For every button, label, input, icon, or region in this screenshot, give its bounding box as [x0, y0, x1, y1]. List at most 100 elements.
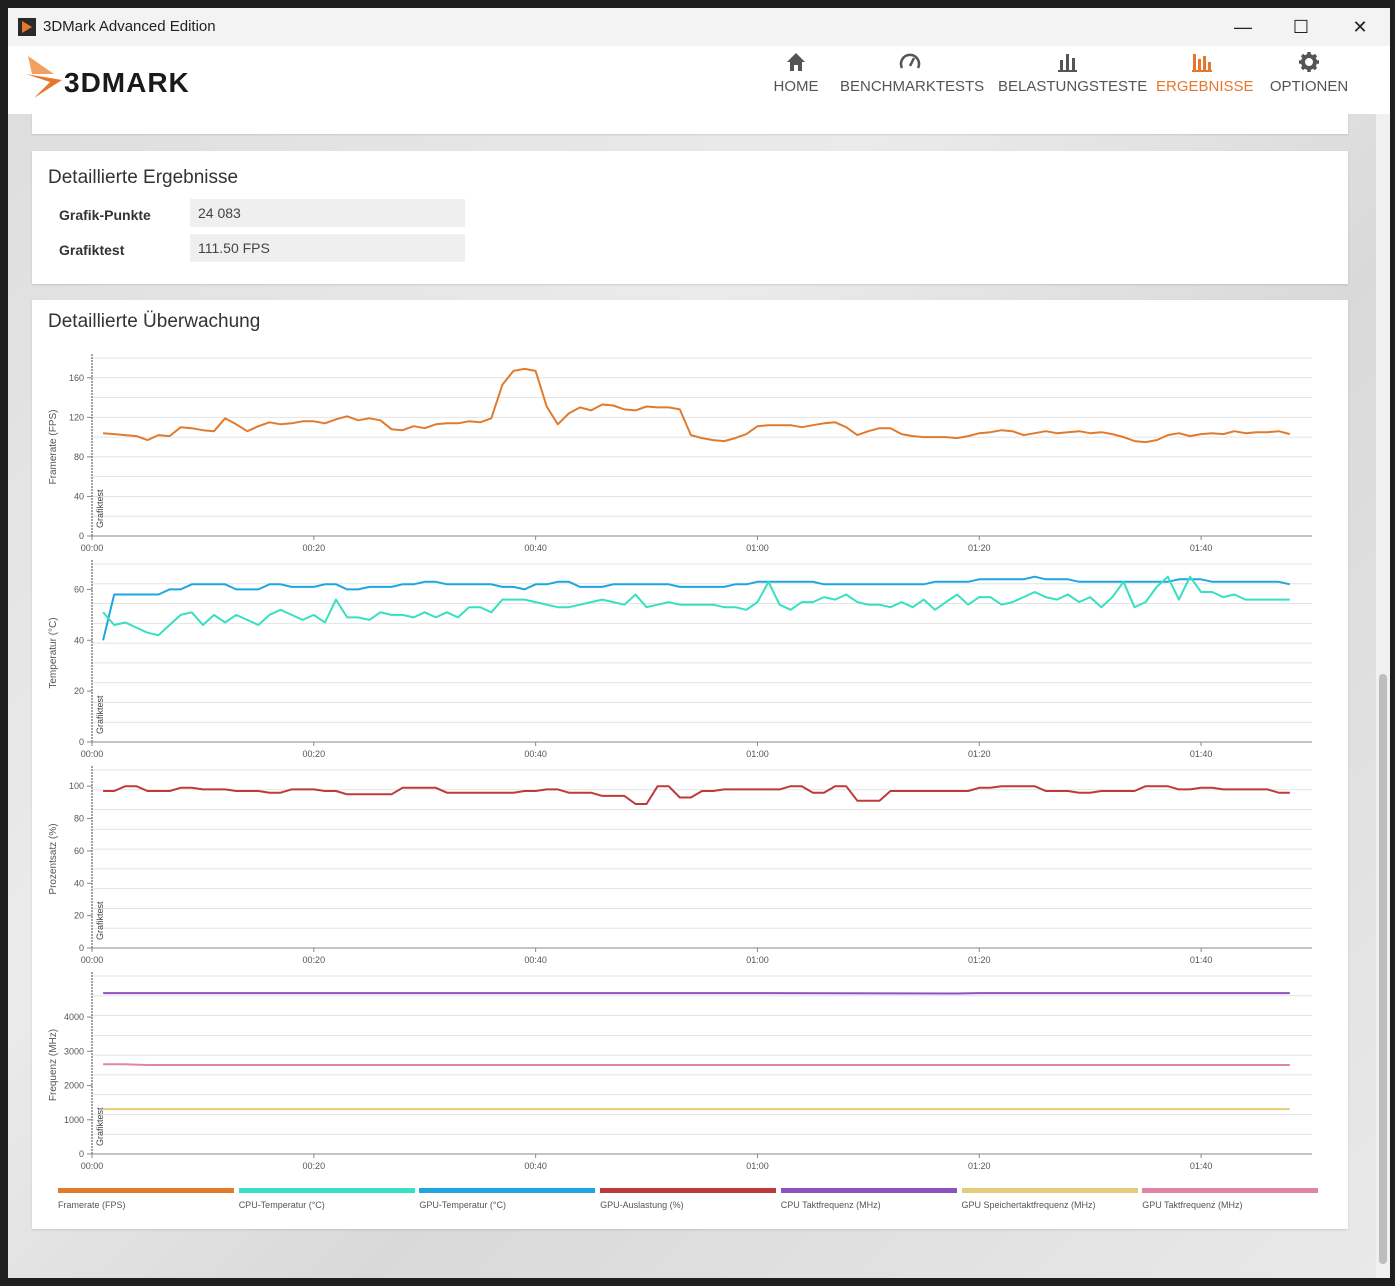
- chart-3-x-tick-label: 00:20: [303, 1161, 326, 1171]
- chart-2-x-tick-label: 00:00: [81, 955, 104, 965]
- chart-0-x-tick-label: 01:40: [1190, 543, 1213, 553]
- chart-3-y-tick-label: 4000: [64, 1012, 84, 1022]
- legend-label: GPU Speichertaktfrequenz (MHz): [961, 1200, 1096, 1210]
- previous-panel: [32, 114, 1348, 134]
- vertical-scrollbar[interactable]: [1376, 114, 1390, 1278]
- chart-1-y-tick-label: 40: [74, 635, 84, 645]
- chart-3-y-tick-label: 0: [79, 1149, 84, 1159]
- legend-label: GPU-Auslastung (%): [600, 1200, 684, 1210]
- chart-0-x-tick-label: 00:40: [524, 543, 547, 553]
- chart-0-x-tick-label: 00:00: [81, 543, 104, 553]
- chart-2-y-tick-label: 20: [74, 911, 84, 921]
- legend-label: Framerate (FPS): [58, 1200, 126, 1210]
- home-icon: [787, 53, 805, 71]
- nav-label-optionen: OPTIONEN: [1269, 78, 1349, 95]
- chart-1-x-tick-label: 01:00: [746, 749, 769, 759]
- chart-1-y-tick-label: 60: [74, 584, 84, 594]
- legend-color-bar: [1142, 1188, 1319, 1193]
- chart-3-series-1-line: [103, 1063, 1290, 1066]
- chart-1-series-0-line: [102, 575, 1291, 641]
- chart-2-y-tick-label: 80: [74, 814, 84, 824]
- chart-2-y-tick-label: 40: [74, 878, 84, 888]
- chart-3-x-tick-label: 01:20: [968, 1161, 991, 1171]
- legend-color-bar: [961, 1188, 1138, 1193]
- gear-icon: [1299, 52, 1319, 72]
- nav-label-ergebnisse: ERGEBNISSE: [1156, 78, 1254, 95]
- nav-ergebnisse[interactable]: ERGEBNISSE: [1156, 50, 1254, 106]
- chart-2-x-tick-label: 00:20: [303, 955, 326, 965]
- monitoring-legend: Framerate (FPS) CPU-Temperatur (°C) GPU-Te…: [58, 1188, 1324, 1218]
- chart-2-phase-label: Grafiktest: [95, 901, 105, 940]
- chart-3-y-label: Frequenz (MHz): [48, 1029, 59, 1101]
- chart-1-x-tick-label: 01:20: [968, 749, 991, 759]
- chart-3-x-tick-label: 00:00: [81, 1161, 104, 1171]
- chart-1-x-tick-label: 00:40: [524, 749, 547, 759]
- chart-0-y-tick-label: 120: [69, 412, 84, 422]
- speedometer-icon: [899, 53, 921, 69]
- chart-0-y-label: Framerate (FPS): [48, 409, 59, 484]
- app-logo-icon: [18, 18, 36, 36]
- chart-3-x-tick-label: 01:40: [1190, 1161, 1213, 1171]
- chart-1-x-tick-label: 00:00: [81, 749, 104, 759]
- close-button[interactable]: ✕: [1352, 17, 1368, 37]
- app-window: 3DMark Advanced Edition — ☐ ✕ 3DMARK HOM…: [8, 8, 1390, 1278]
- chart-2-y-tick-label: 0: [79, 943, 84, 953]
- chart-3-y-tick-label: 3000: [64, 1046, 84, 1056]
- nav-belastungsteste[interactable]: BELASTUNGSTESTE: [998, 50, 1147, 106]
- detailed-results-title: Detaillierte Ergebnisse: [48, 167, 239, 188]
- nav-label-home: HOME: [773, 78, 819, 95]
- chart-3-y-tick-label: 2000: [64, 1081, 84, 1091]
- graphics-test-value: 111.50 FPS: [190, 234, 465, 262]
- legend-color-bar: [58, 1188, 234, 1193]
- chart-2-y-label: Prozentsatz (%): [48, 823, 59, 894]
- app-header: 3DMARK HOME BENCHMARKTESTS BELASTUNGSTES…: [8, 46, 1390, 114]
- chart-2-x-tick-label: 00:40: [524, 955, 547, 965]
- chart-2-x-tick-label: 01:20: [968, 955, 991, 965]
- scroll-content: Detaillierte Ergebnisse Grafik-Punkte 24…: [8, 114, 1376, 1278]
- nav-optionen[interactable]: OPTIONEN: [1268, 50, 1350, 106]
- chart-0-y-tick-label: 40: [74, 491, 84, 501]
- chart-2-x-tick-label: 01:40: [1190, 955, 1213, 965]
- chart-1-series-1-line: [102, 575, 1290, 637]
- chart-3-x-tick-label: 00:40: [524, 1161, 547, 1171]
- chart-1-x-tick-label: 01:40: [1190, 749, 1213, 759]
- chart-1-y-label: Temperatur (°C): [48, 617, 59, 688]
- chart-0-y-tick-label: 80: [74, 452, 84, 462]
- chart-0-phase-label: Grafiktest: [95, 489, 105, 528]
- legend-color-bar: [780, 1188, 957, 1193]
- chart-2-x-tick-label: 01:00: [746, 955, 769, 965]
- graphics-score-value: 24 083: [190, 199, 465, 227]
- chart-1-x-tick-label: 00:20: [303, 749, 326, 759]
- scrollbar-thumb[interactable]: [1379, 674, 1387, 1264]
- graphics-score-label: Grafik-Punkte: [59, 207, 151, 223]
- window-title: 3DMark Advanced Edition: [43, 18, 216, 35]
- chart-1-phase-label: Grafiktest: [95, 695, 105, 734]
- chart-0-x-tick-label: 01:00: [746, 543, 769, 553]
- monitoring-title: Detaillierte Überwachung: [48, 311, 261, 332]
- monitoring-panel: Detaillierte Überwachung 0 40 80 120 160 00:0…: [32, 300, 1348, 1229]
- legend-color-bar: [419, 1188, 596, 1193]
- title-bar: 3DMark Advanced Edition — ☐ ✕: [8, 8, 1390, 46]
- nav-label-belastungsteste: BELASTUNGSTESTE: [998, 78, 1148, 95]
- chart-3-x-tick-label: 01:00: [746, 1161, 769, 1171]
- legend-label: CPU Taktfrequenz (MHz): [780, 1200, 881, 1210]
- logo-text: 3DMARK: [64, 67, 190, 98]
- nav-home[interactable]: HOME: [768, 50, 824, 106]
- 3dmark-logo[interactable]: 3DMARK: [24, 52, 234, 100]
- monitoring-charts: 0 40 80 120 160 00:00 00:20 00:40 01:00 01:20 01:4…: [48, 354, 1312, 1171]
- chart-0-y-tick-label: 160: [69, 373, 84, 383]
- minimize-button[interactable]: —: [1234, 17, 1252, 37]
- detailed-results-panel: Detaillierte Ergebnisse Grafik-Punkte 24…: [32, 151, 1348, 284]
- legend-label: GPU Taktfrequenz (MHz): [1142, 1200, 1243, 1210]
- nav-benchmarktests[interactable]: BENCHMARKTESTS: [840, 50, 984, 106]
- maximize-button[interactable]: ☐: [1292, 17, 1310, 37]
- bar-chart-icon: [1058, 54, 1077, 72]
- chart-0-x-tick-label: 01:20: [968, 543, 991, 553]
- graphics-test-label: Grafiktest: [59, 242, 125, 258]
- chart-0-x-tick-label: 00:20: [303, 543, 326, 553]
- legend-label: GPU-Temperatur (°C): [419, 1200, 507, 1210]
- results-icon: [1192, 54, 1212, 72]
- chart-2-y-tick-label: 100: [69, 781, 84, 791]
- legend-color-bar: [600, 1188, 777, 1193]
- chart-3-y-tick-label: 1000: [64, 1115, 84, 1125]
